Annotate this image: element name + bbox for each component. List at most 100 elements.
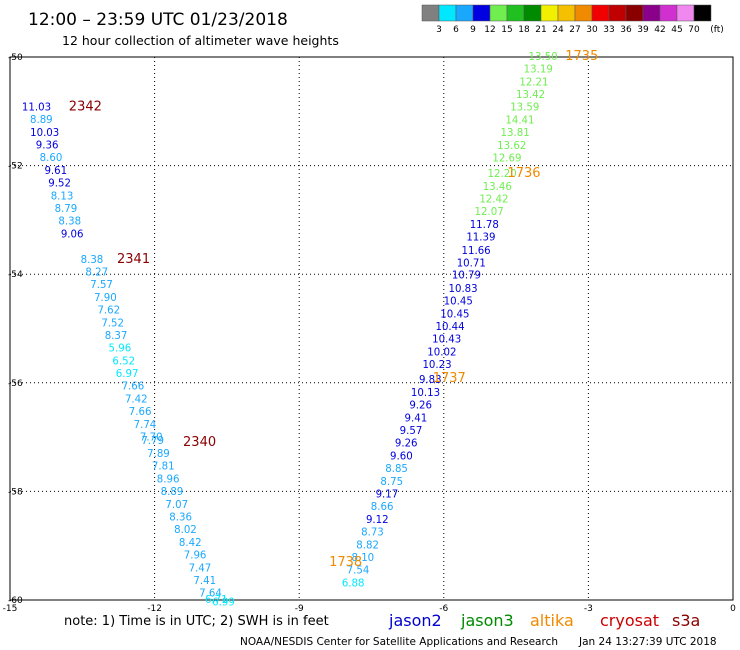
data-label: 8.36 (169, 512, 192, 523)
colorbar-swatch (693, 4, 712, 22)
data-label: 8.60 (40, 153, 63, 164)
data-label: 7.90 (94, 293, 117, 304)
data-label: 9.06 (61, 229, 84, 240)
colorbar-swatch (659, 4, 678, 22)
x-tick-label: 0 (730, 604, 736, 614)
data-label: 8.37 (105, 331, 128, 342)
satellite-label: altika (530, 611, 574, 630)
chart-subtitle: 12 hour collection of altimeter wave hei… (62, 33, 339, 48)
data-label: 8.75 (380, 477, 403, 488)
pass-label: 2342 (69, 99, 102, 114)
grid (10, 57, 733, 600)
chart-title: 12:00 – 23:59 UTC 01/23/2018 (28, 10, 288, 30)
data-label: 8.66 (371, 502, 394, 513)
data-label: 10.02 (427, 347, 456, 358)
data-label: 7.42 (125, 395, 148, 406)
data-label: 8.82 (356, 541, 379, 552)
data-label: 10.44 (435, 322, 464, 333)
satellite-label: jason3 (460, 611, 514, 630)
data-label: 9.57 (400, 426, 423, 437)
data-label: 7.70 (140, 433, 163, 444)
data-label: 6.99 (212, 598, 235, 609)
data-label: 7.54 (347, 566, 370, 577)
data-label: 7.66 (129, 407, 152, 418)
data-label: 8.38 (81, 255, 104, 266)
pass-label: 1738 (329, 555, 362, 570)
data-label: 14.41 (505, 115, 534, 126)
colorbar-swatch (489, 4, 508, 22)
colorbar-swatch (642, 4, 661, 22)
colorbar-swatch (455, 4, 474, 22)
data-label: 6.88 (342, 579, 365, 590)
data-label: 10.03 (30, 128, 59, 139)
data-label: 7.07 (165, 500, 188, 511)
colorbar-swatch (574, 4, 593, 22)
data-label: 12.42 (479, 195, 508, 206)
data-label: 8.85 (385, 464, 408, 475)
data-label: 13.59 (510, 102, 539, 113)
colorbar-label: 15 (501, 25, 512, 35)
data-label: 7.66 (122, 382, 145, 393)
data-label: 10.45 (440, 309, 469, 320)
pass-label: 1737 (433, 371, 466, 386)
data-label: 8.13 (51, 191, 74, 202)
colorbar-swatch (472, 4, 491, 22)
data-label: 10.83 (448, 284, 477, 295)
data-label: 9.83 (419, 375, 442, 386)
data-label: 9.52 (48, 178, 71, 189)
colorbar-unit: (ft) (710, 25, 724, 35)
data-label: 9.41 (405, 414, 428, 425)
data-label: 7.74 (134, 420, 157, 431)
y-tick-label: -56 (8, 379, 23, 389)
axis-ticks: -15 -12 -9 -6 -3 0 -50 -52 -54 -56 -58 -60 (3, 53, 736, 614)
x-tick-label: -6 (439, 604, 448, 614)
footer-note: note: 1) Time is in UTC; 2) SWH is in fe… (64, 614, 329, 629)
data-label: 6.71 (205, 595, 228, 606)
x-tick-label: -12 (147, 604, 162, 614)
data-label: 8.89 (30, 115, 53, 126)
data-label: 13.81 (501, 128, 530, 139)
colorbar-label: 27 (569, 25, 580, 35)
colorbar-label: 12 (484, 25, 495, 35)
data-label: 6.52 (112, 357, 135, 368)
data-label: 7.52 (101, 319, 124, 330)
colorbar-swatch (540, 4, 559, 22)
colorbar-label: 33 (603, 25, 614, 35)
x-tick-label: -3 (584, 604, 593, 614)
colorbar-swatch (421, 4, 440, 22)
pass-label: 2340 (183, 435, 216, 450)
data-label: 8.27 (85, 267, 108, 278)
data-label: 13.42 (516, 90, 545, 101)
plot-frame (9, 56, 734, 601)
data-label: 7.57 (90, 280, 113, 291)
data-label: 12.07 (475, 207, 504, 218)
colorbar-label: 18 (518, 25, 530, 35)
data-label: 9.17 (376, 490, 399, 501)
colorbar-label: 21 (535, 25, 546, 35)
colorbar-swatch (557, 4, 576, 22)
colorbar-label: 24 (552, 25, 564, 35)
colorbar-label: 45 (671, 25, 682, 35)
satellite-legend: jason2 jason3 altika cryosat s3a (388, 611, 700, 630)
data-label: 10.23 (422, 360, 451, 371)
data-label: 8.89 (161, 487, 184, 498)
data-label: 10.43 (432, 334, 461, 345)
data-label: 11.78 (470, 220, 499, 231)
pass-label: 1736 (507, 166, 540, 181)
data-label: 9.26 (395, 439, 418, 450)
colorbar-swatch (625, 4, 644, 22)
data-label: 9.60 (390, 452, 413, 463)
data-label: 9.12 (366, 515, 389, 526)
data-label: 7.79 (141, 436, 164, 447)
data-label: 8.02 (174, 525, 197, 536)
data-label: 5.96 (109, 344, 132, 355)
pass-label: 2341 (117, 252, 150, 267)
footer-credit: NOAA/NESDIS Center for Satellite Applica… (240, 636, 558, 648)
colorbar-swatch (608, 4, 627, 22)
data-label: 8.96 (157, 474, 180, 485)
data-label: 12.21 (519, 77, 548, 88)
colorbar-swatch (591, 4, 610, 22)
data-marks: 11.038.8910.039.368.609.619.528.138.798.… (22, 49, 598, 609)
data-label: 8.10 (351, 553, 374, 564)
